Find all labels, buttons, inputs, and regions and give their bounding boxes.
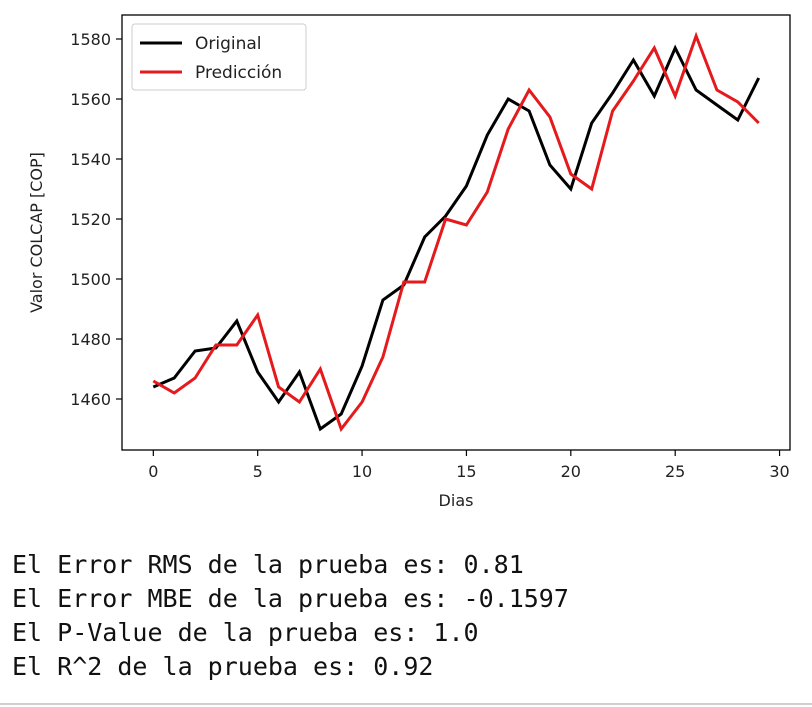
p-value-line: El P-Value de la prueba es: 1.0 (12, 618, 479, 647)
legend-label: Predicción (195, 63, 282, 83)
x-tick-label: 5 (253, 462, 263, 481)
y-tick-label: 1500 (70, 270, 111, 289)
y-tick-label: 1520 (70, 210, 111, 229)
x-tick-label: 20 (561, 462, 581, 481)
plot-frame (121, 14, 791, 451)
series-line-0 (152, 44, 761, 432)
y-tick-label: 1480 (70, 330, 111, 349)
bottom-divider (0, 703, 812, 705)
series-layer (152, 31, 761, 433)
line-chart: 0 5 10 15 20 25 30 146014801500152015401560158… (27, 14, 791, 510)
y-tick-label: 1580 (70, 30, 111, 49)
y-tick-label: 1560 (70, 90, 111, 109)
console-output: El Error RMS de la prueba es: 0.81 El Er… (12, 548, 569, 684)
x-tick-label: 15 (456, 462, 476, 481)
x-axis-label: Dias (439, 491, 474, 510)
y-tick-label: 1540 (70, 150, 111, 169)
x-axis: 0 5 10 15 20 25 30 (148, 450, 790, 481)
y-tick-label: 1460 (70, 390, 111, 409)
y-axis: 1460 1480 1500 1520 1540 1560 1580 (70, 30, 122, 409)
y-axis-label: Valor COLCAP [COP] (27, 152, 46, 313)
x-tick-label: 25 (665, 462, 685, 481)
x-tick-label: 30 (769, 462, 789, 481)
legend-label: Original (195, 34, 262, 54)
mbe-error-line: El Error MBE de la prueba es: -0.1597 (12, 584, 569, 613)
rms-error-line: El Error RMS de la prueba es: 0.81 (12, 550, 524, 579)
legend: Original Predicción (131, 23, 307, 91)
x-tick-label: 0 (148, 462, 158, 481)
series-line-1 (152, 31, 760, 433)
x-tick-label: 10 (352, 462, 372, 481)
r-squared-line: El R^2 de la prueba es: 0.92 (12, 652, 434, 681)
